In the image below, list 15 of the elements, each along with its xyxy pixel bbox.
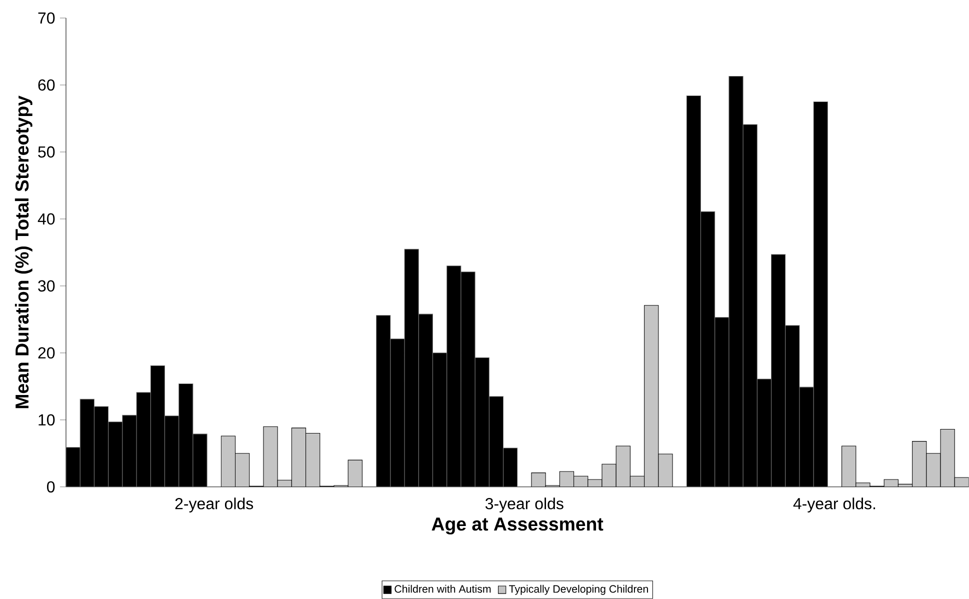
x-tick-label: 3-year olds — [485, 498, 564, 513]
x-tick-label: 4-year olds. — [793, 498, 876, 513]
x-axis-title: Age at Assessment — [432, 518, 604, 534]
y-tick-label: 70 — [38, 12, 55, 24]
x-tick-label: 2-year olds — [175, 498, 254, 513]
y-tick-label: 50 — [38, 146, 55, 158]
y-tick-label: 60 — [38, 79, 55, 91]
y-axis-title: Mean Duration (%) Total Stereotypy — [14, 96, 32, 408]
y-tick-label: 20 — [38, 347, 55, 359]
legend-label: Typically Developing Children — [509, 584, 648, 595]
y-tick-label: 10 — [38, 414, 55, 426]
y-tick-label: 30 — [38, 280, 55, 292]
y-tick-label: 0 — [47, 481, 55, 493]
y-tick-label: 40 — [38, 213, 55, 225]
legend-label: Children with Autism — [394, 584, 491, 593]
